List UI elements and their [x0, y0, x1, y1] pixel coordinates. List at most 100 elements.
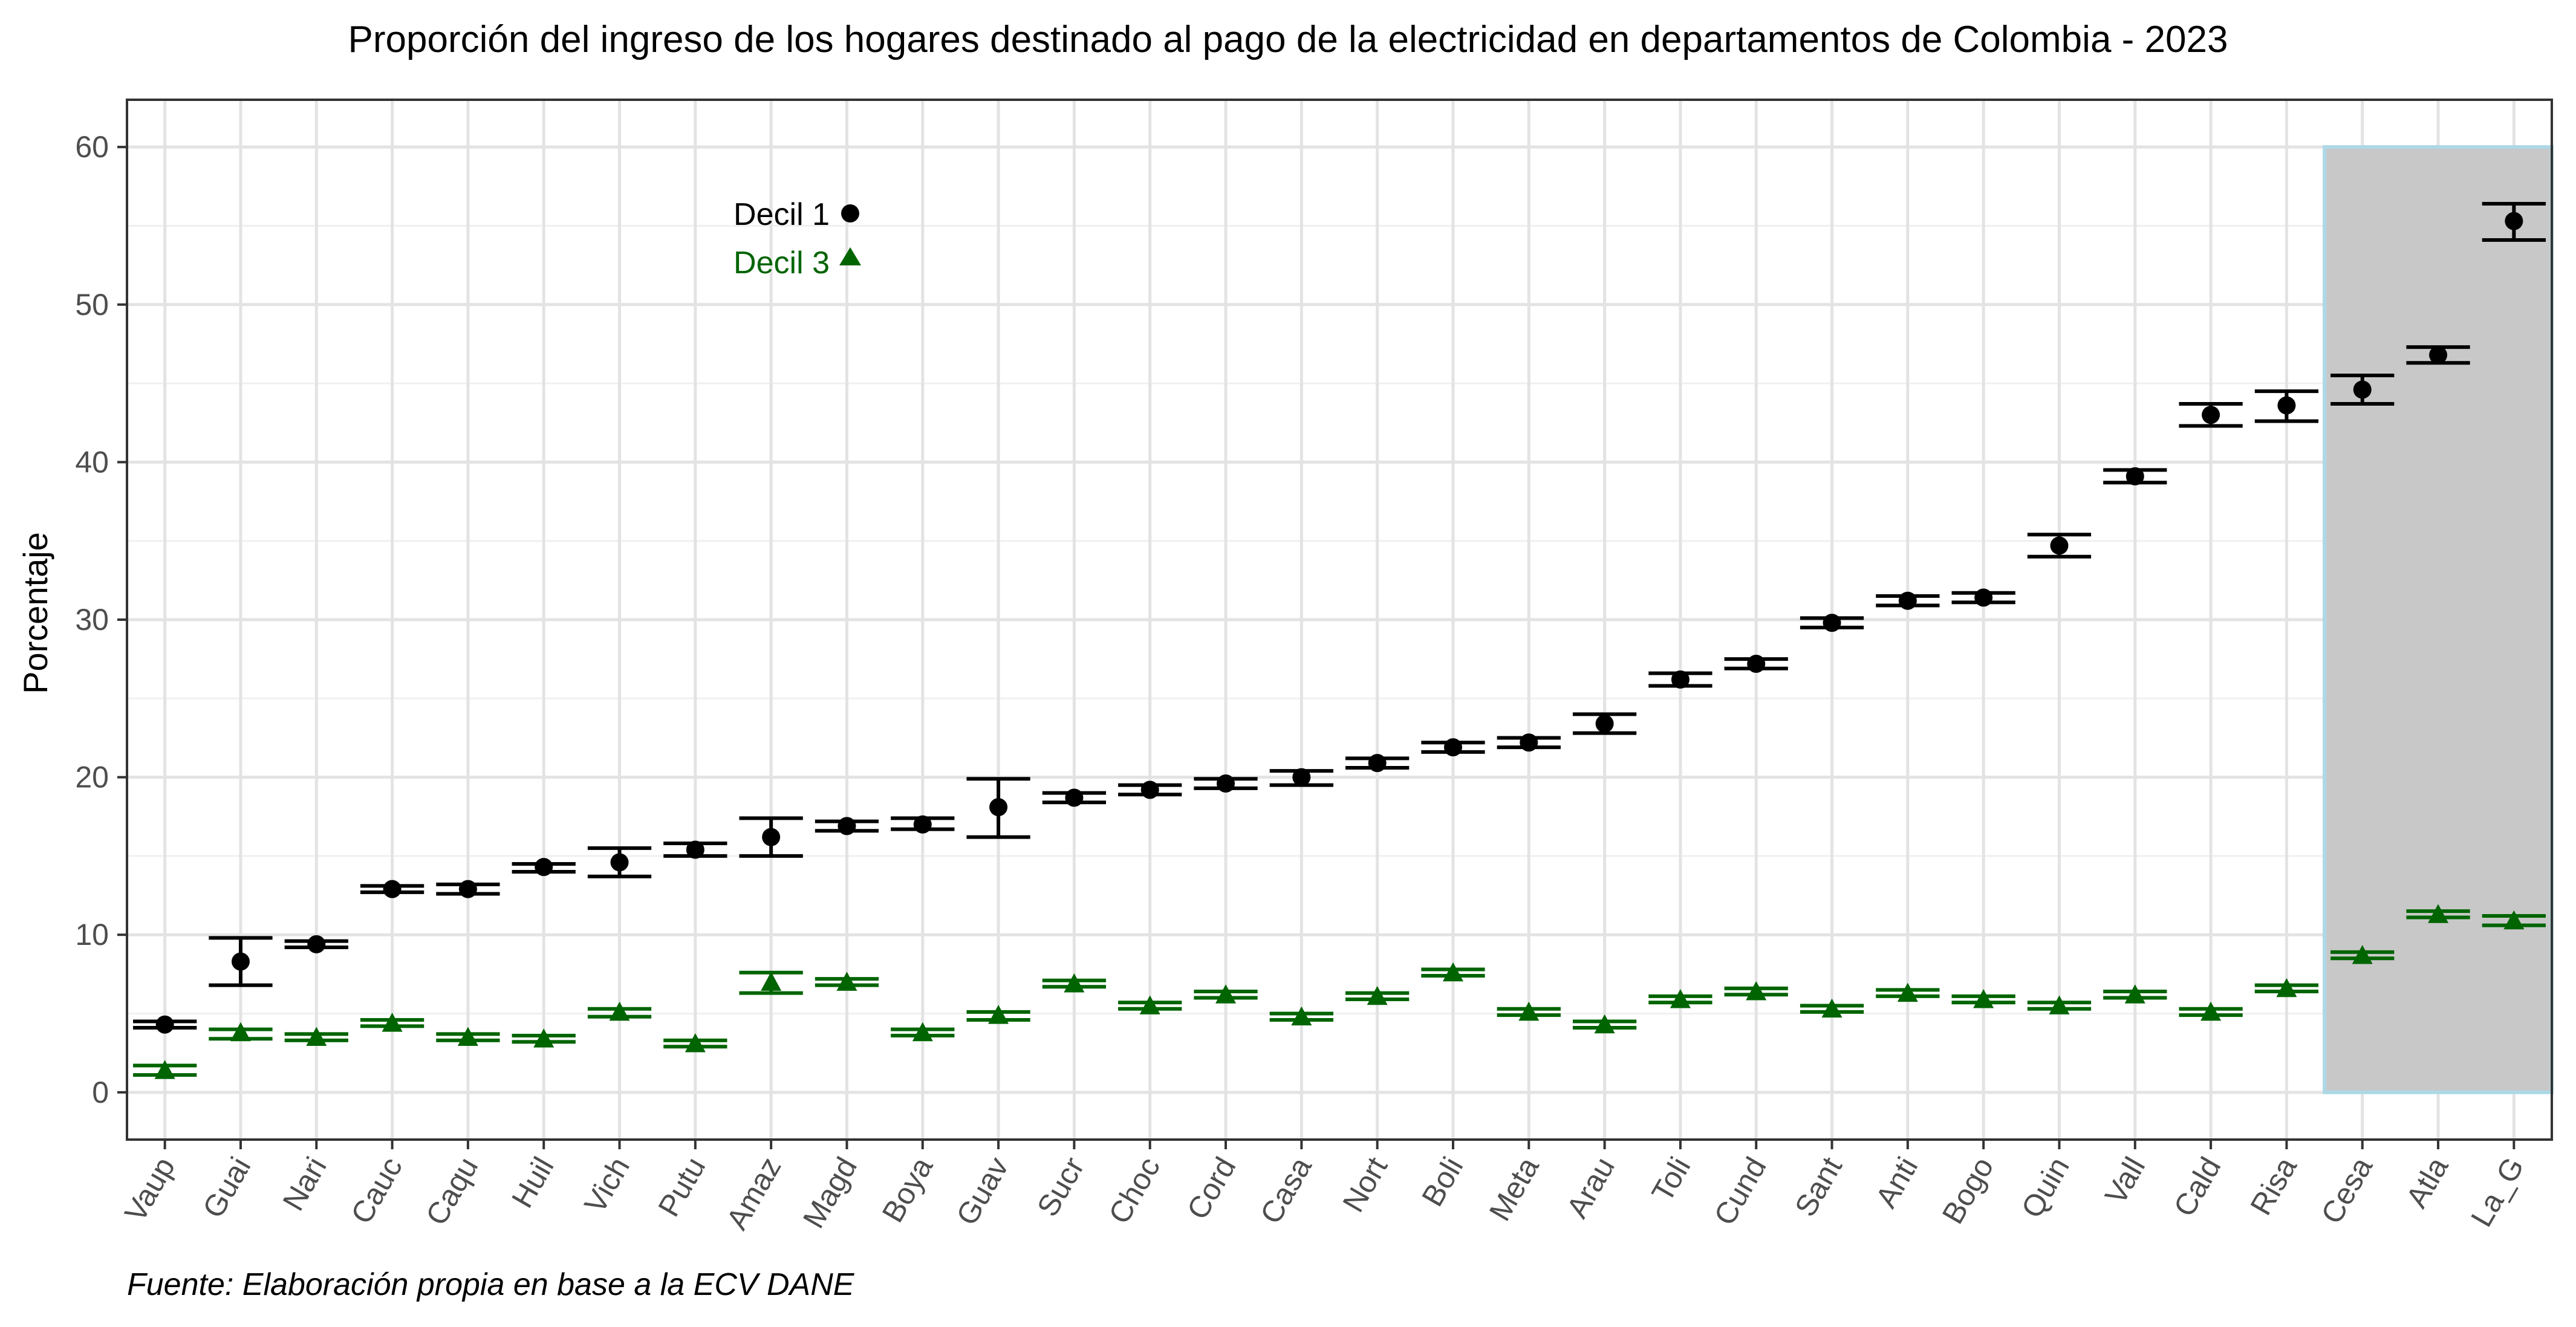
- point-decil-3: [1064, 973, 1085, 993]
- point-decil-1: [838, 817, 856, 835]
- point-decil-3: [2503, 910, 2525, 930]
- point-decil-1: [1595, 715, 1614, 733]
- x-tick-label: Casa: [1254, 1151, 1318, 1229]
- point-decil-3: [912, 1022, 933, 1042]
- x-tick-label: Cord: [1180, 1152, 1243, 1225]
- point-decil-3: [1518, 1001, 1540, 1021]
- point-decil-3: [1973, 989, 1994, 1008]
- point-decil-3: [2124, 984, 2145, 1004]
- point-decil-3: [382, 1013, 403, 1032]
- point-decil-1: [610, 853, 629, 872]
- x-tick-label: Vall: [2098, 1152, 2152, 1210]
- point-decil-3: [2276, 978, 2297, 998]
- x-tick-label: Toli: [1645, 1152, 1697, 1208]
- point-decil-1: [1217, 774, 1235, 793]
- x-tick-label: Sucr: [1030, 1152, 1091, 1222]
- legend-label-decil-1: Decil 1: [733, 197, 830, 232]
- x-tick-label: Cauc: [344, 1152, 409, 1230]
- point-decil-3: [1215, 984, 1237, 1004]
- point-decil-1: [2277, 396, 2296, 415]
- x-tick-labels: Vaup Guai Nari Cauc Caqu Huil Vich Putu Amaz Magd…: [118, 1151, 2531, 1235]
- x-tick-label: Boya: [876, 1151, 940, 1228]
- point-decil-1: [762, 828, 781, 846]
- point-decil-3: [1746, 981, 1767, 1001]
- y-axis-title: Porcentaje: [16, 532, 54, 694]
- point-decil-3: [1821, 998, 1843, 1018]
- caption-source: Fuente: Elaboración propia en base a la …: [127, 1267, 855, 1302]
- x-tick-label: Nort: [1336, 1151, 1394, 1218]
- point-decil-1: [2202, 406, 2220, 424]
- point-decil-1: [2429, 346, 2448, 365]
- point-decil-1: [989, 798, 1008, 817]
- point-decil-1: [1974, 588, 1993, 607]
- point-decil-3: [2200, 1001, 2222, 1021]
- point-decil-1: [1065, 788, 1084, 807]
- x-tick-label: Anti: [1869, 1152, 1925, 1214]
- point-decil-3: [1670, 989, 1691, 1008]
- point-decil-3: [1594, 1014, 1615, 1034]
- point-decil-3: [761, 972, 782, 991]
- point-decil-3: [1897, 982, 1918, 1002]
- point-decil-3: [1442, 962, 1463, 982]
- highlight-region: [2323, 145, 2554, 1094]
- x-tick-label: Nari: [276, 1152, 333, 1216]
- x-tick-label: Quin: [2015, 1152, 2076, 1224]
- point-decil-1: [2126, 467, 2144, 485]
- point-decil-3: [1367, 985, 1388, 1005]
- point-decil-3: [988, 1005, 1009, 1024]
- legend-marker-decil-1: [841, 204, 859, 222]
- x-tick-label: Cesa: [2314, 1151, 2379, 1229]
- x-tick-label: Arau: [1560, 1152, 1621, 1224]
- legend-label-decil-3: Decil 3: [733, 245, 830, 281]
- y-tick-label: 0: [92, 1076, 109, 1109]
- x-tick-label: Caqu: [419, 1152, 484, 1231]
- point-decil-3: [2352, 945, 2373, 964]
- point-decil-3: [154, 1060, 175, 1079]
- point-decil-1: [913, 815, 932, 834]
- x-tick-label: Putu: [651, 1152, 712, 1222]
- point-decil-1: [2353, 380, 2372, 399]
- x-tick-label: Atla: [2399, 1151, 2455, 1213]
- point-decil-3: [685, 1033, 706, 1053]
- y-tick-label: 20: [75, 761, 109, 794]
- point-decil-3: [2049, 995, 2070, 1014]
- y-tick-label: 60: [75, 130, 109, 164]
- x-tick-label: La_G: [2464, 1152, 2531, 1233]
- point-decil-3: [609, 1001, 630, 1021]
- point-decil-3: [836, 972, 857, 991]
- x-tick-label: Guav: [949, 1152, 1015, 1231]
- point-decil-3: [230, 1022, 251, 1042]
- chart-title: Proporción del ingreso de los hogares de…: [348, 19, 2228, 60]
- x-tick-label: Guai: [196, 1152, 257, 1224]
- x-tick-label: Huil: [505, 1152, 561, 1214]
- point-decil-1: [383, 880, 402, 898]
- point-decil-3: [1139, 995, 1160, 1014]
- point-decil-1: [1292, 768, 1311, 787]
- point-decil-3: [1291, 1006, 1312, 1026]
- point-decil-1: [155, 1015, 174, 1034]
- x-tick-label: Magd: [796, 1152, 864, 1234]
- y-tick-label: 50: [75, 288, 109, 322]
- x-tick-label: Boli: [1415, 1152, 1469, 1212]
- y-tick-label: 40: [75, 445, 109, 479]
- point-decil-1: [2050, 536, 2069, 555]
- x-tick-label: Cald: [2167, 1152, 2228, 1222]
- point-decil-1: [1443, 738, 1462, 757]
- x-tick-label: Risa: [2243, 1151, 2303, 1221]
- point-decil-1: [231, 952, 250, 971]
- point-decil-1: [1520, 733, 1538, 752]
- y-tick-label: 30: [75, 603, 109, 637]
- point-decil-3: [2428, 904, 2449, 923]
- point-decil-3: [306, 1027, 327, 1046]
- legend: Decil 1 Decil 3: [733, 197, 861, 281]
- point-decil-1: [1368, 754, 1387, 773]
- point-decil-1: [1898, 591, 1917, 610]
- point-decil-1: [535, 858, 553, 877]
- legend-marker-decil-3: [839, 247, 861, 265]
- y-tick-labels: 0 10 20 30 40 50 60: [75, 130, 109, 1109]
- y-tick-label: 10: [75, 918, 109, 952]
- x-tick-label: Vich: [577, 1152, 636, 1219]
- data-points: [154, 212, 2525, 1079]
- x-tick-label: Choc: [1102, 1152, 1166, 1230]
